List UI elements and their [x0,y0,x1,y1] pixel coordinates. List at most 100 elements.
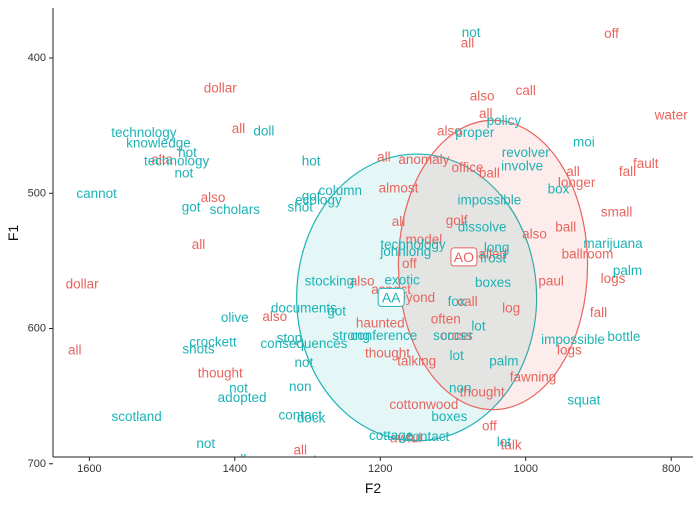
point-label-aa: box [548,182,570,197]
point-label-ao: also [262,309,287,324]
point-label-aa: moi [573,134,595,149]
point-label-aa: lot [464,462,479,477]
point-label-ao: talk [501,437,522,452]
point-label-ao: thought [365,345,410,360]
x-tick-label: 800 [662,463,680,475]
point-label-aa: cannot [76,186,117,201]
point-label-aa: got [182,199,201,214]
point-label-ao: all [461,36,475,51]
x-ticks: 1600 1400 1200 1000 800 [77,457,680,475]
point-label-aa: hot [302,153,321,168]
point-label-aa: bottle [607,329,640,344]
point-label-aa: stop [277,330,303,345]
point-label-aa: exotic [384,272,420,287]
point-label-aa: crockett [189,335,237,350]
point-label-ao: cottonwood [389,397,458,412]
ellipses-layer [296,119,589,442]
point-label-aa: not [295,355,314,370]
point-label-ao: thought [198,366,243,381]
point-label-ao: also [201,190,226,205]
x-tick-label: 1200 [368,463,392,475]
y-tick-label: 400 [28,52,46,64]
axes-layer [52,8,693,458]
y-tick-label: 500 [28,187,46,199]
point-label-aa: copy [406,454,435,469]
point-label-aa: boxes [431,409,467,424]
point-label-ao: golf [446,213,468,228]
point-label-ao: longer [558,175,596,190]
point-label-ao: off [604,26,619,41]
point-label-ao: office [452,160,484,175]
point-label-aa: not [462,25,481,40]
point-label-aa: ecology [295,193,342,208]
point-label-ao: small [601,205,633,220]
point-label-ao: all [479,106,493,121]
point-label-aa: impossible [541,332,605,347]
point-label-ao: fawning [510,370,557,385]
point-label-aa: contact [279,408,323,423]
point-label-aa: lot [471,318,486,333]
ellipse-ao [397,119,589,411]
point-label-aa: scholars [210,202,261,217]
point-label-aa: boxes [475,275,511,290]
point-label-aa: property [410,462,460,477]
x-axis-label: F2 [365,480,382,496]
point-label-aa: technology [111,125,177,140]
point-label-aa: non [449,381,472,396]
point-label-aa: squat [567,393,600,408]
centroid-layer: AO AA [377,247,478,307]
point-label-ao: call [457,294,477,309]
point-label-aa: got [302,188,321,203]
point-label-ao: awful [390,431,422,446]
point-label-aa: conference [351,328,418,343]
point-label-ao: also [522,226,547,241]
point-label-ao: all [294,443,308,458]
point-label-aa: lot [450,348,465,363]
point-label-ao: logs [601,271,626,286]
point-label-ao: ball [555,220,576,235]
point-label-aa: dock [297,410,326,425]
point-label-ao: cross [441,328,474,343]
point-label-aa: lot [497,435,512,450]
point-label-aa: palm [489,353,518,368]
point-label-aa: shot [288,199,314,214]
y-ticks: 400 500 600 700 [28,52,53,470]
point-label-ao: thought [460,385,505,400]
point-label-aa: documents [271,301,337,316]
point-label-aa: technology [380,237,446,252]
x-tick-label: 1400 [223,463,247,475]
point-label-aa: impossible [457,193,521,208]
centroid-label-aa: AA [382,289,401,305]
point-label-ao: log [502,301,520,316]
point-label-ao: water [654,107,689,122]
point-label-ao: all [392,214,406,229]
point-label-aa: got [327,303,346,318]
x-tick-label: 1600 [77,463,101,475]
point-label-aa: doll [253,124,274,139]
ellipse-aa [296,153,538,442]
point-label-ao: paul [538,274,564,289]
point-label-aa: marijuana [583,236,643,251]
point-label-aa: adopted [218,390,267,405]
y-axis-label: F1 [5,225,21,242]
point-label-ao: anomaly [398,152,449,167]
point-label-ao: model [406,232,443,247]
point-label-ao: alta [151,152,173,167]
point-label-aa: not [229,381,248,396]
point-label-ao: haunted [356,316,405,331]
point-label-aa: proper [455,125,495,140]
point-label-ao: also [350,274,375,289]
point-label-aa: column [319,183,363,198]
point-label-ao: almost [379,180,419,195]
point-label-aa: cottage [369,428,413,443]
point-label-aa: johnlong [379,244,431,259]
point-label-ao: dollar [66,276,100,291]
x-tick-label: 1000 [513,463,537,475]
point-label-ao: off [482,418,497,433]
point-label-ao: also [470,88,495,103]
point-label-ao: ballroom [562,247,614,262]
point-label-aa: collar [226,452,259,467]
point-label-ao: fall [590,305,607,320]
point-label-ao: all [566,164,580,179]
